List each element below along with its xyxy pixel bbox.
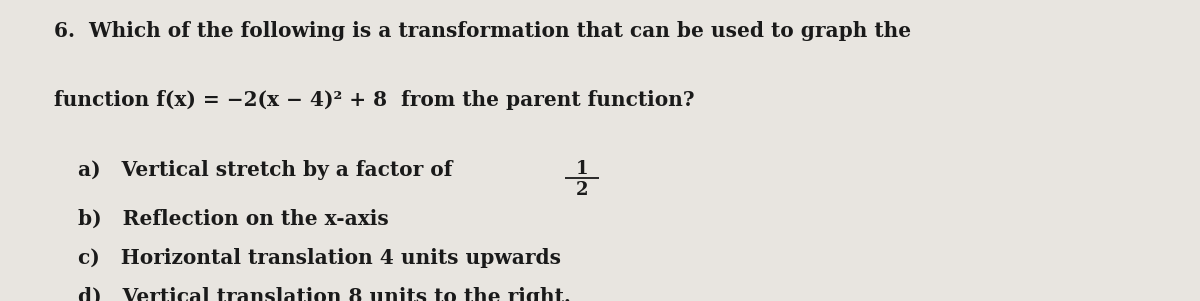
- Text: d)   Vertical translation 8 units to the right.: d) Vertical translation 8 units to the r…: [78, 287, 571, 301]
- Text: 2: 2: [576, 181, 588, 199]
- Text: b)   Reflection on the x-axis: b) Reflection on the x-axis: [78, 209, 389, 229]
- Text: 1: 1: [576, 160, 588, 178]
- Text: 6.  Which of the following is a transformation that can be used to graph the: 6. Which of the following is a transform…: [54, 21, 911, 41]
- Text: c)   Horizontal translation 4 units upwards: c) Horizontal translation 4 units upward…: [78, 248, 562, 268]
- Text: function f(x) = −2(x − 4)² + 8  from the parent function?: function f(x) = −2(x − 4)² + 8 from the …: [54, 90, 695, 110]
- Text: a)   Vertical stretch by a factor of: a) Vertical stretch by a factor of: [78, 160, 460, 179]
